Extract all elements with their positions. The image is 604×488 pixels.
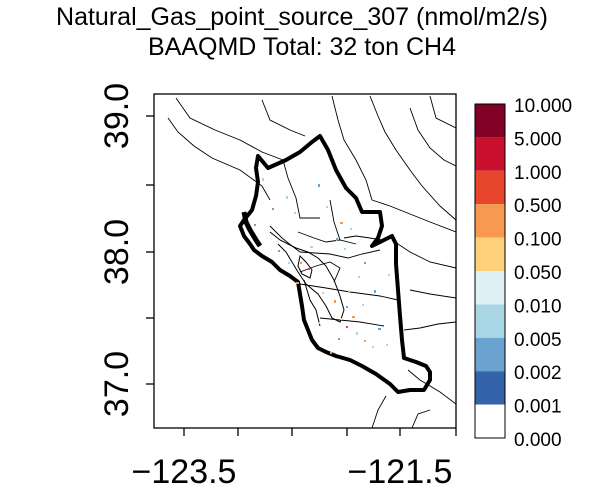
legend-swatch	[475, 404, 505, 438]
legend-swatch	[475, 371, 505, 405]
legend-swatch	[475, 237, 505, 271]
y-axis-ticks	[146, 115, 154, 385]
x-tick-label: −121.5	[348, 453, 453, 488]
legend-swatch	[475, 304, 505, 338]
legend-label: 0.005	[514, 330, 562, 351]
legend-swatch	[475, 204, 505, 238]
map-title: Natural_Gas_point_source_307 (nmol/m2/s)	[56, 3, 548, 31]
legend-label: 0.002	[514, 363, 562, 384]
coastline	[241, 211, 263, 248]
legend-label: 0.500	[514, 196, 562, 217]
baaqmd-boundary	[238, 134, 432, 394]
y-tick-label: 39.0	[98, 83, 136, 149]
y-tick-label: 37.0	[98, 351, 136, 417]
legend-label: 0.001	[514, 397, 562, 418]
bay-shoreline	[269, 231, 383, 327]
x-tick-label: −123.5	[132, 453, 237, 488]
legend-swatch	[475, 104, 505, 138]
legend-label: 0.050	[514, 263, 562, 284]
legend-swatch	[475, 337, 505, 372]
legend-swatch	[475, 170, 505, 205]
legend-label: 5.000	[514, 129, 562, 150]
map-subtitle: BAAQMD Total: 32 ton CH4	[147, 33, 456, 61]
emission-points	[254, 178, 390, 354]
y-tick-label: 38.0	[98, 219, 136, 285]
legend-bottom-label: 0.000	[514, 430, 562, 451]
legend-label: 0.100	[514, 230, 562, 251]
legend-border	[474, 103, 506, 439]
legend-label: 1.000	[514, 163, 562, 184]
legend: 10.000 5.000 1.000 0.500 0.100 0.050 0.010 0.00…	[474, 96, 572, 439]
x-axis-ticks	[183, 428, 457, 436]
legend-swatch	[475, 137, 505, 171]
legend-swatch	[475, 271, 505, 305]
legend-label: 10.000	[514, 96, 572, 117]
title-block: Natural_Gas_point_source_307 (nmol/m2/s)…	[0, 2, 604, 62]
map-layers	[167, 95, 456, 428]
legend-label: 0.010	[514, 296, 562, 317]
